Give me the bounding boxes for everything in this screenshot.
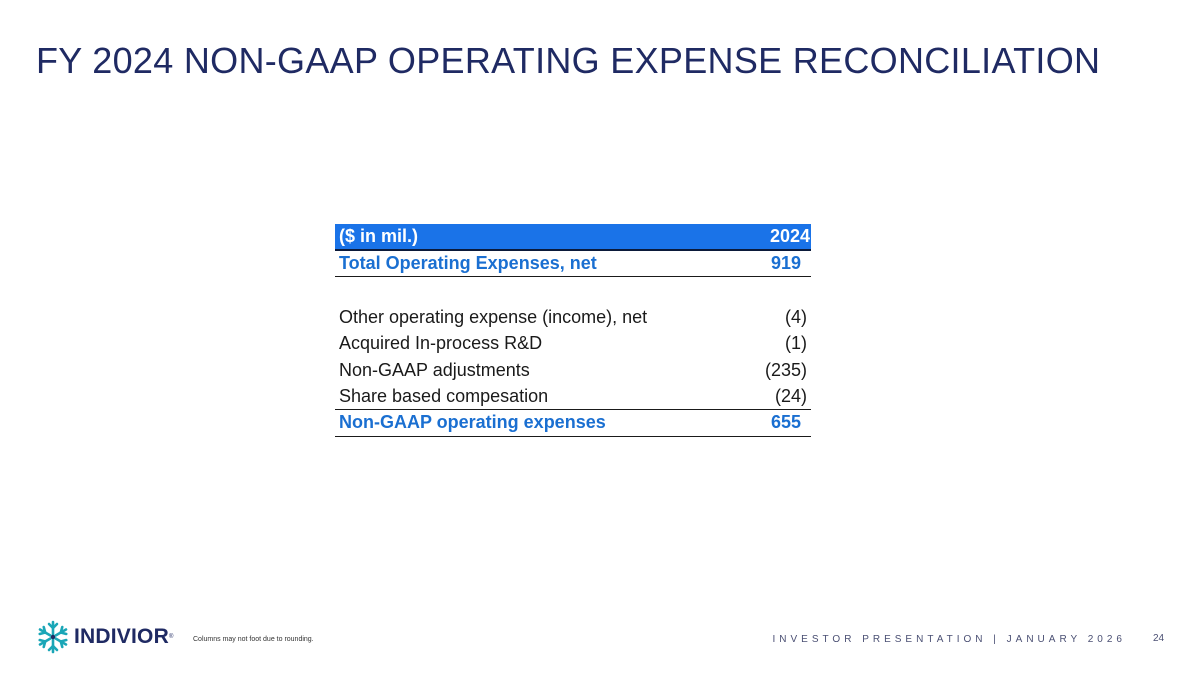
row-label: Share based compesation <box>339 385 549 406</box>
registered-mark: ® <box>168 634 174 640</box>
footnote: Columns may not foot due to rounding. <box>193 636 314 643</box>
page-number: 24 <box>1153 633 1165 644</box>
snowflake-logo-icon <box>36 620 70 654</box>
table-row: Non-GAAP adjustments (235) <box>335 357 811 384</box>
result-label: Non-GAAP operating expenses <box>339 412 606 433</box>
logo-wordmark: INDIVIOR <box>74 625 169 648</box>
total-label: Total Operating Expenses, net <box>339 252 597 273</box>
reconciliation-table: ($ in mil.) 2024 Total Operating Expense… <box>335 224 811 437</box>
row-label: Non-GAAP adjustments <box>339 359 530 380</box>
slide-title: FY 2024 NON-GAAP OPERATING EXPENSE RECON… <box>36 40 1101 81</box>
row-value: (4) <box>785 306 807 327</box>
table-header-row: ($ in mil.) 2024 <box>335 224 811 251</box>
row-value: (235) <box>764 359 807 380</box>
header-unit-label: ($ in mil.) <box>339 225 419 246</box>
total-value: 919 <box>770 252 801 273</box>
row-label: Acquired In-process R&D <box>339 333 543 354</box>
row-value: (24) <box>774 385 807 406</box>
header-year: 2024 <box>769 225 810 246</box>
total-operating-expenses-row: Total Operating Expenses, net 919 <box>335 251 811 277</box>
table-row: Other operating expense (income), net (4… <box>335 304 811 331</box>
indivior-logo: INDIVIOR ® <box>36 620 173 654</box>
spacer-row <box>335 277 811 304</box>
row-value: (1) <box>785 333 807 354</box>
result-value: 655 <box>770 412 801 433</box>
footer-label: INVESTOR PRESENTATION | JANUARY 2026 <box>772 634 1126 645</box>
table-row: Acquired In-process R&D (1) <box>335 331 811 358</box>
non-gaap-total-row: Non-GAAP operating expenses 655 <box>335 410 811 437</box>
row-label: Other operating expense (income), net <box>339 306 648 327</box>
table-row: Share based compesation (24) <box>335 384 811 410</box>
